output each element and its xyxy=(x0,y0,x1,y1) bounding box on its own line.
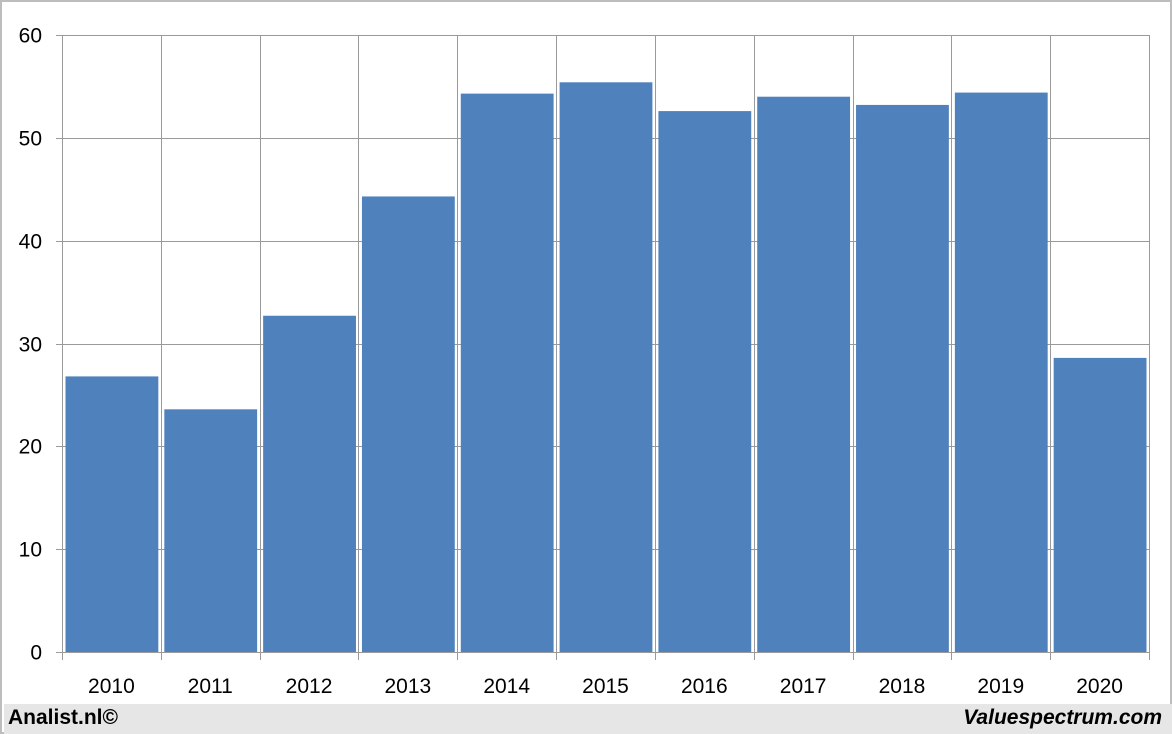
y-tick-label: 40 xyxy=(19,231,42,254)
bar-2013 xyxy=(361,196,455,652)
x-tick-label: 2010 xyxy=(88,675,135,698)
bar-2012 xyxy=(263,315,356,652)
bars xyxy=(65,82,1147,653)
source-credit-right: Valuespectrum.com xyxy=(963,706,1162,729)
x-tick-label: 2020 xyxy=(1076,675,1123,698)
bar-2018 xyxy=(856,104,949,653)
bar-2017 xyxy=(757,96,851,652)
bar-2015 xyxy=(559,82,653,652)
y-tick-label: 0 xyxy=(30,642,42,665)
y-tick-labels: 0 10 20 30 40 50 60 xyxy=(19,25,42,665)
bar-2016 xyxy=(658,111,752,652)
x-tick-label: 2014 xyxy=(483,675,530,698)
x-tick-label: 2017 xyxy=(780,675,827,698)
x-tick-label: 2018 xyxy=(879,675,926,698)
x-tick-labels: 2010 2011 2012 2013 2014 2015 2016 2017 2018 2019… xyxy=(88,675,1123,698)
bar-2010 xyxy=(65,376,159,652)
x-tick-label: 2016 xyxy=(681,675,728,698)
y-tick-label: 10 xyxy=(19,539,42,562)
x-tick-label: 2011 xyxy=(188,675,233,698)
x-tick-label: 2015 xyxy=(582,675,629,698)
y-tick-label: 20 xyxy=(19,436,42,459)
y-tick-label: 50 xyxy=(19,128,42,151)
x-tick-label: 2013 xyxy=(385,675,432,698)
y-tick-label: 30 xyxy=(19,334,42,357)
bar-2011 xyxy=(164,409,258,652)
footer-bar: Analist.nl© Valuespectrum.com xyxy=(4,704,1172,734)
y-tick-label: 60 xyxy=(19,25,42,48)
x-tick-label: 2019 xyxy=(977,675,1024,698)
bar-2020 xyxy=(1053,357,1147,652)
x-tick-label: 2012 xyxy=(286,675,333,698)
bar-2019 xyxy=(954,92,1048,652)
bar-2014 xyxy=(460,93,554,653)
source-credit-left: Analist.nl© xyxy=(8,706,118,729)
